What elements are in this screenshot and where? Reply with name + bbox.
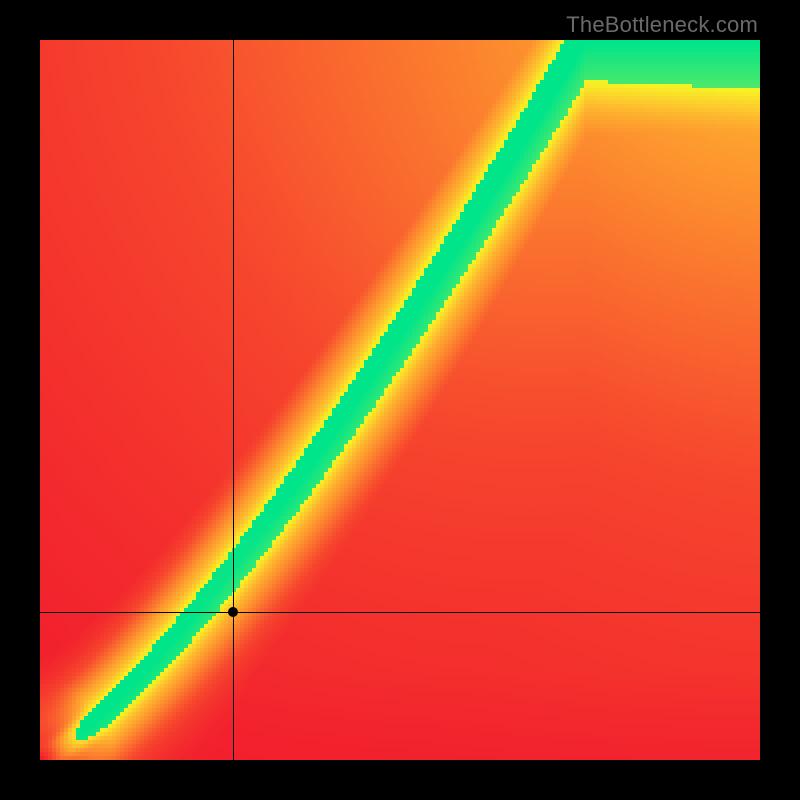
chart-container: TheBottleneck.com — [0, 0, 800, 800]
plot-frame — [40, 40, 760, 760]
watermark-text: TheBottleneck.com — [566, 12, 758, 38]
heatmap-canvas — [40, 40, 760, 760]
